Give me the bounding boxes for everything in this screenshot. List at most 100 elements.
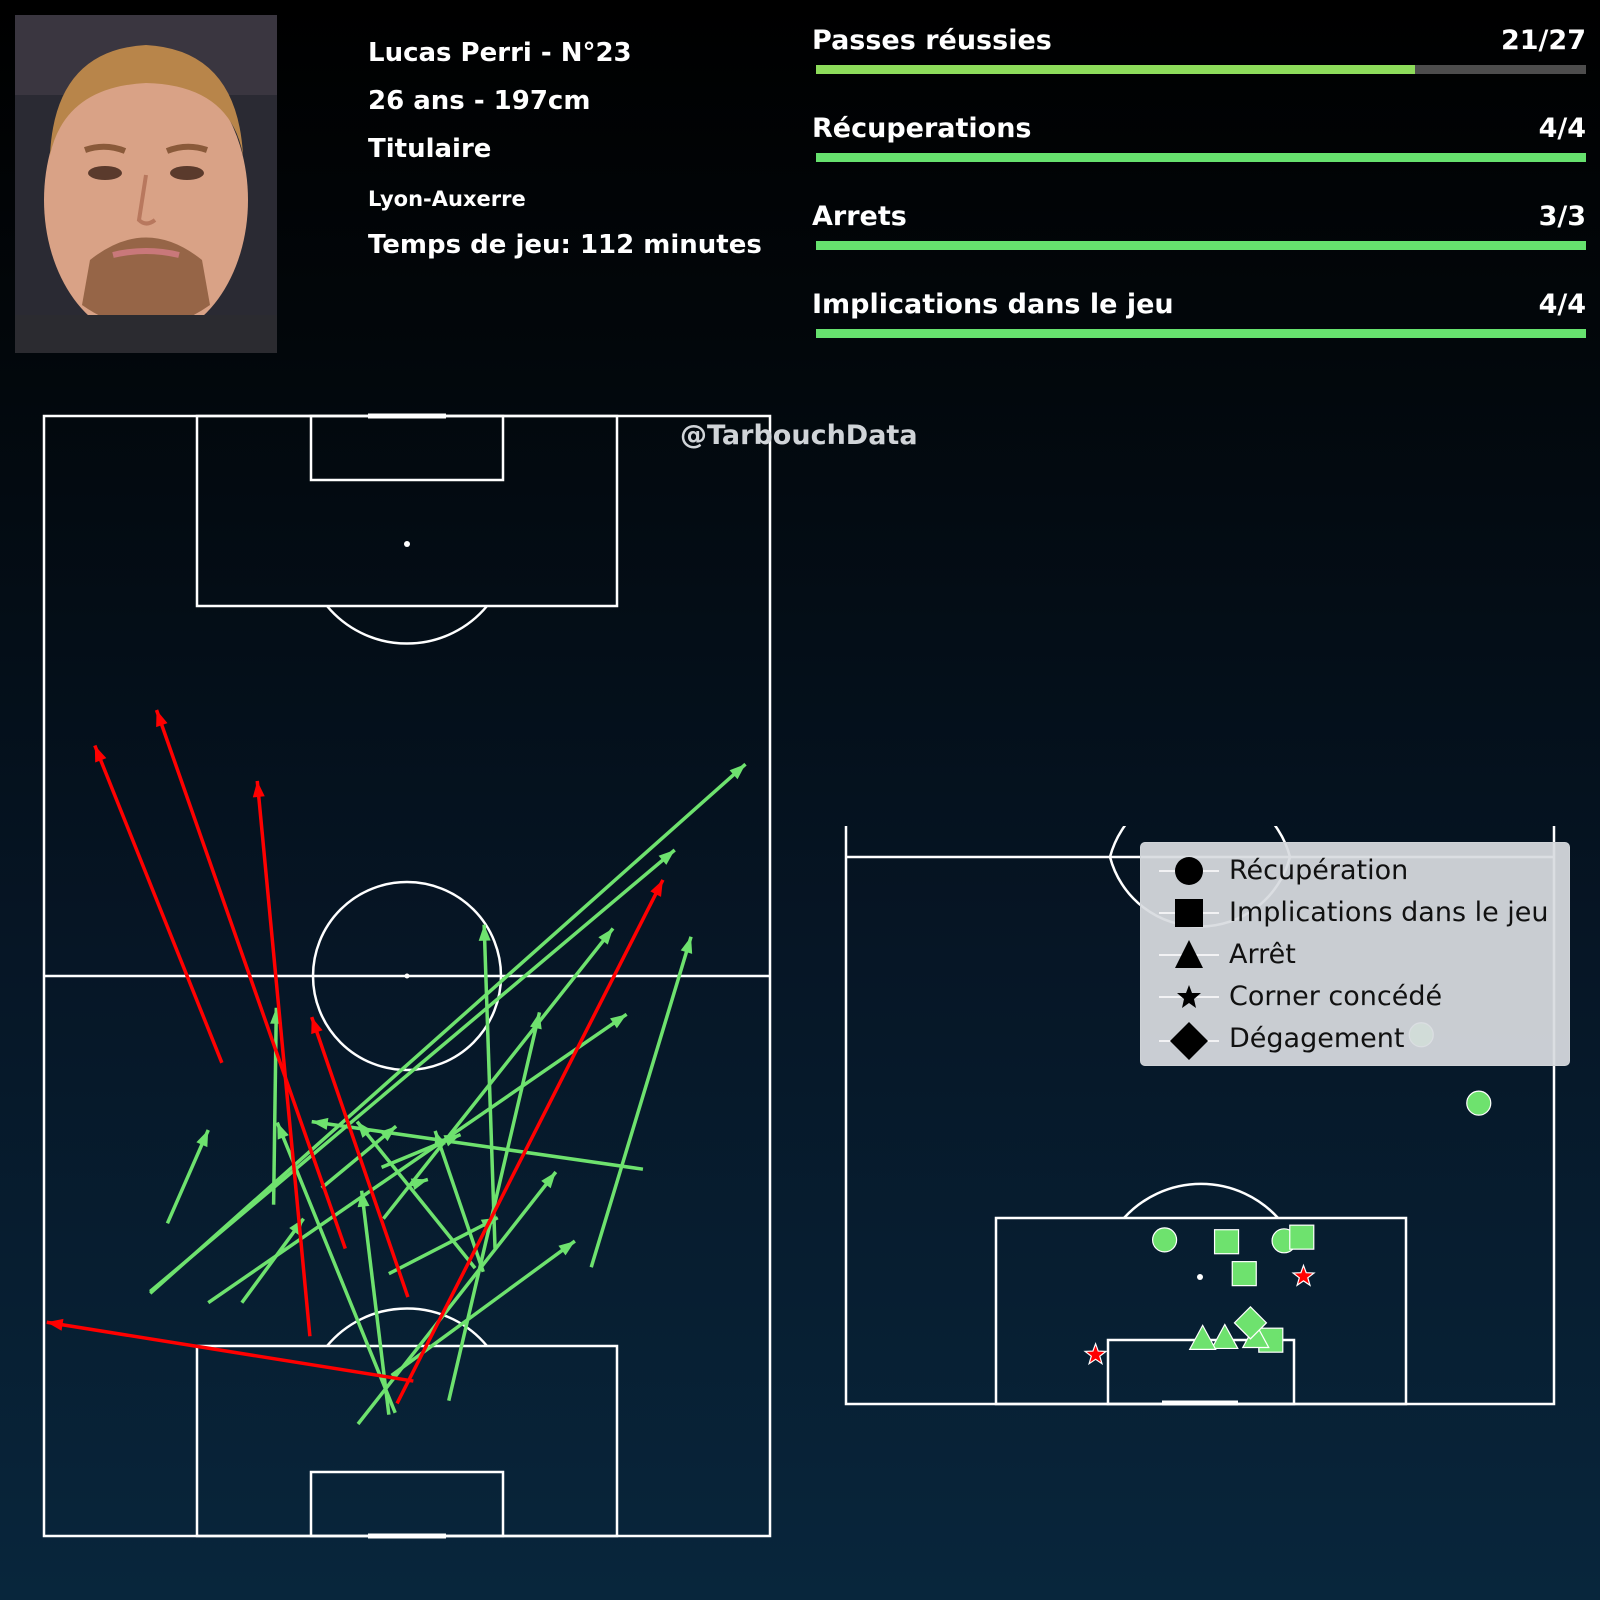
stat-value: 4/4	[1538, 289, 1586, 320]
pass-arrowhead	[94, 745, 107, 763]
pass-line	[310, 1016, 410, 1298]
pass-successful	[149, 848, 676, 1293]
pass-successful	[240, 1217, 305, 1304]
player-name: Lucas Perri - N°23	[368, 38, 632, 68]
pass-arrowhead	[541, 1172, 556, 1189]
events-legend: Récupération Implications dans le jeu Ar…	[1140, 842, 1570, 1066]
pass-line	[311, 1119, 644, 1171]
legend-item-corner: Corner concédé	[1141, 977, 1569, 1017]
pass-arrowhead	[650, 879, 663, 897]
bottom-penalty-arc	[326, 1307, 488, 1347]
pass-failed	[46, 1318, 414, 1383]
diamond-marker-icon	[1159, 1022, 1219, 1060]
pass-successful	[356, 1170, 558, 1426]
stat-bar-track	[816, 241, 1586, 250]
pass-arrowhead	[46, 1318, 64, 1331]
penalty-arc-right	[1123, 1182, 1279, 1219]
pass-successful	[149, 762, 747, 1295]
passes-layer	[46, 709, 747, 1426]
pass-arrowhead	[311, 1117, 329, 1130]
pass-failed	[252, 780, 312, 1337]
penalty-spot-right	[1197, 1274, 1203, 1280]
pass-line	[382, 927, 615, 1220]
pass-successful	[589, 936, 693, 1268]
legend-label: Dégagement	[1229, 1023, 1405, 1054]
pass-arrowhead	[610, 1014, 627, 1029]
pass-successful	[165, 1129, 210, 1225]
center-circle	[311, 880, 503, 1072]
pass-line	[255, 780, 312, 1337]
pass-successful	[478, 924, 497, 1249]
stat-bar-fill	[816, 241, 1586, 250]
pass-arrowhead	[680, 936, 693, 954]
pass-arrowhead	[311, 1017, 323, 1035]
stat-bar-track	[816, 65, 1586, 74]
player-age-height: 26 ans - 197cm	[368, 86, 591, 116]
legend-label: Implications dans le jeu	[1229, 897, 1549, 928]
pass-arrowhead	[196, 1130, 209, 1148]
pass-line	[355, 1120, 477, 1270]
event-corner-concede	[1083, 1342, 1108, 1366]
pass-arrowhead	[729, 764, 746, 780]
pass-line	[149, 762, 747, 1295]
event-arret	[1188, 1324, 1217, 1350]
pass-line	[275, 1121, 397, 1414]
bottom-six-yard-box	[309, 1470, 505, 1538]
penalty-box-right	[994, 1216, 1408, 1406]
stat-value: 21/27	[1500, 25, 1586, 56]
pass-line	[388, 1216, 499, 1276]
event-implication	[1289, 1224, 1315, 1250]
pass-failed	[93, 744, 224, 1064]
stat-passes: Passes réussies 21/27	[812, 25, 1586, 85]
pass-arrowhead	[530, 1012, 542, 1030]
event-degagement	[1233, 1306, 1268, 1340]
square-marker-icon	[1159, 899, 1219, 927]
pass-line	[154, 709, 347, 1250]
event-corner-concede	[1291, 1263, 1316, 1287]
event-arret	[1210, 1323, 1239, 1350]
watermark: @TarbouchData	[680, 420, 918, 451]
pass-arrowhead	[598, 928, 614, 945]
stat-bar-fill	[816, 329, 1586, 338]
stat-value: 3/3	[1538, 201, 1586, 232]
stat-label: Arrets	[812, 201, 907, 232]
pass-arrowhead	[410, 1178, 428, 1190]
pass-line	[165, 1129, 210, 1225]
stat-bar-fill	[816, 65, 1415, 74]
top-penalty-arc	[326, 605, 488, 645]
bottom-penalty-box	[195, 1344, 619, 1538]
legend-label: Arrêt	[1229, 939, 1296, 970]
pass-line	[93, 744, 224, 1064]
top-penalty-spot	[404, 541, 410, 547]
stat-bar-track	[816, 153, 1586, 162]
stat-label: Implications dans le jeu	[812, 289, 1174, 320]
player-photo	[15, 15, 277, 353]
event-recuperation	[1466, 1090, 1492, 1116]
player-info: Lucas Perri - N°23 26 ans - 197cm Titula…	[368, 0, 788, 380]
pass-line	[589, 936, 693, 1268]
legend-label: Corner concédé	[1229, 981, 1443, 1012]
player-status: Titulaire	[368, 134, 492, 164]
pass-successful	[382, 927, 615, 1220]
pass-arrowhead	[558, 1241, 575, 1256]
star-marker-icon	[1159, 985, 1219, 1008]
pass-line	[356, 1170, 558, 1426]
stat-label: Passes réussies	[812, 25, 1052, 56]
pass-line	[149, 848, 676, 1293]
pass-arrowhead	[478, 924, 491, 941]
center-spot	[404, 973, 410, 979]
pass-line	[271, 1007, 279, 1205]
pass-failed	[395, 879, 665, 1405]
top-penalty-box	[195, 414, 619, 608]
legend-label: Récupération	[1229, 855, 1409, 886]
legend-item-implications: Implications dans le jeu	[1141, 893, 1569, 933]
player-face-illustration	[15, 15, 277, 353]
event-recuperation	[1152, 1227, 1178, 1253]
stat-implications: Implications dans le jeu 4/4	[812, 289, 1586, 349]
pass-line	[359, 1190, 391, 1415]
playing-time: Temps de jeu: 112 minutes	[368, 230, 762, 260]
stat-bar-fill	[816, 153, 1586, 162]
stat-label: Récuperations	[812, 113, 1032, 144]
pass-arrowhead	[156, 710, 168, 728]
pass-arrowhead	[277, 1122, 289, 1140]
